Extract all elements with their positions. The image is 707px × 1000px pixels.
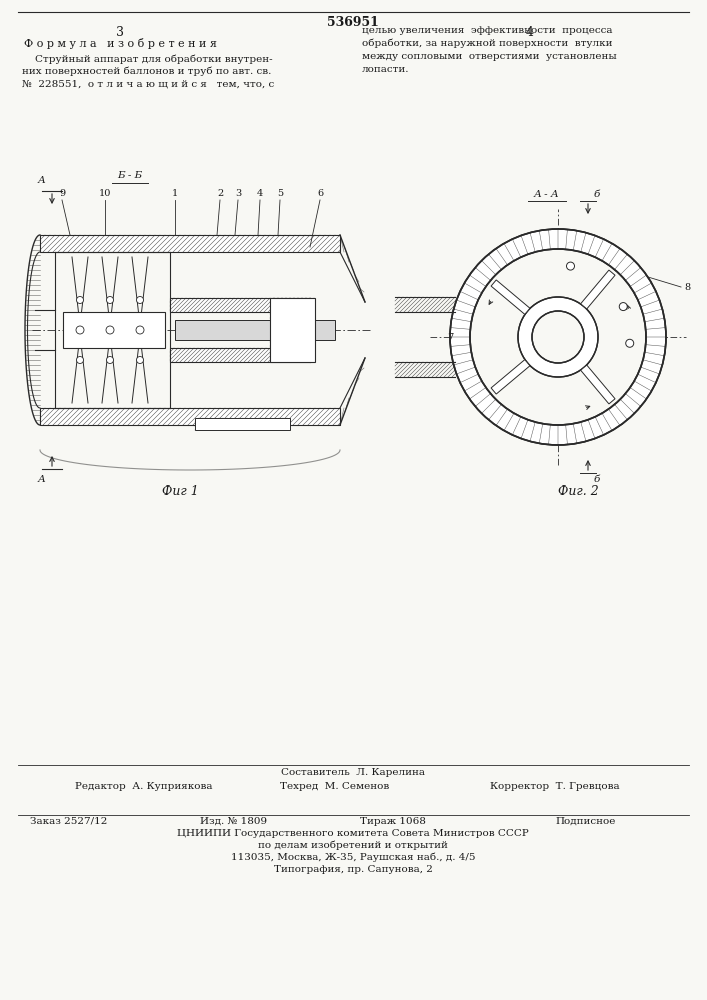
Text: 2: 2 (217, 189, 223, 198)
Circle shape (566, 262, 575, 270)
Text: Составитель  Л. Карелина: Составитель Л. Карелина (281, 768, 425, 777)
Bar (170, 298, 310, 312)
Circle shape (76, 296, 83, 304)
Circle shape (106, 326, 114, 334)
Text: по делам изобретений и открытий: по делам изобретений и открытий (258, 841, 448, 850)
Text: 113035, Москва, Ж-35, Раушская наб., д. 4/5: 113035, Москва, Ж-35, Раушская наб., д. … (230, 853, 475, 862)
Text: Фиг. 2: Фиг. 2 (558, 485, 598, 498)
Text: б: б (594, 475, 600, 484)
Text: них поверхностей баллонов и труб по авт. св.: них поверхностей баллонов и труб по авт.… (22, 67, 271, 77)
Circle shape (136, 326, 144, 334)
Polygon shape (63, 312, 165, 348)
Text: 8: 8 (684, 282, 690, 292)
Bar (170, 348, 310, 362)
Bar (40, 235, 340, 252)
Text: 6: 6 (317, 189, 323, 198)
Text: 536951: 536951 (327, 16, 379, 29)
Circle shape (532, 311, 584, 363)
Circle shape (518, 297, 598, 377)
Polygon shape (491, 280, 530, 314)
Text: Подписное: Подписное (555, 817, 615, 826)
Text: Техред  М. Семенов: Техред М. Семенов (280, 782, 390, 791)
Text: ЦНИИПИ Государственного комитета Совета Министров СССР: ЦНИИПИ Государственного комитета Совета … (177, 829, 529, 838)
Circle shape (136, 357, 144, 363)
Circle shape (626, 339, 633, 347)
Text: 4: 4 (257, 189, 263, 198)
Text: Струйный аппарат для обработки внутрен-: Струйный аппарат для обработки внутрен- (22, 54, 273, 64)
Polygon shape (580, 365, 615, 404)
Text: Фиг 1: Фиг 1 (162, 485, 199, 498)
Text: 10: 10 (99, 189, 111, 198)
Text: 5: 5 (277, 189, 283, 198)
Text: лопасти.: лопасти. (362, 65, 409, 74)
Circle shape (470, 249, 646, 425)
Text: 4: 4 (526, 26, 534, 39)
Text: Ф о р м у л а   и з о б р е т е н и я: Ф о р м у л а и з о б р е т е н и я (23, 38, 216, 49)
Polygon shape (580, 270, 615, 309)
Polygon shape (491, 360, 530, 394)
Text: б: б (594, 190, 600, 199)
Text: Изд. № 1809: Изд. № 1809 (200, 817, 267, 826)
Text: Корректор  Т. Гревцова: Корректор Т. Гревцова (490, 782, 619, 791)
Circle shape (76, 326, 84, 334)
Text: Редактор  А. Куприякова: Редактор А. Куприякова (75, 782, 213, 791)
Text: Тираж 1068: Тираж 1068 (360, 817, 426, 826)
Circle shape (450, 229, 666, 445)
Bar (40, 408, 340, 425)
Text: Б - Б: Б - Б (117, 171, 143, 180)
Circle shape (136, 296, 144, 304)
Bar (175, 320, 335, 340)
Text: 3: 3 (235, 189, 241, 198)
Text: целью увеличения  эффективности  процесса: целью увеличения эффективности процесса (362, 26, 612, 35)
Circle shape (107, 296, 114, 304)
Text: А: А (38, 176, 46, 185)
Text: А: А (38, 475, 46, 484)
Circle shape (619, 303, 627, 311)
Text: Типография, пр. Сапунова, 2: Типография, пр. Сапунова, 2 (274, 865, 433, 874)
Text: между сопловыми  отверстиями  установлены: между сопловыми отверстиями установлены (362, 52, 617, 61)
Text: обработки, за наружной поверхности  втулки: обработки, за наружной поверхности втулк… (362, 39, 612, 48)
Circle shape (76, 357, 83, 363)
Text: 9: 9 (59, 189, 65, 198)
Text: №  228551,  о т л и ч а ю щ и й с я   тем, что, с: № 228551, о т л и ч а ю щ и й с я тем, ч… (22, 80, 274, 89)
Bar (270, 298, 315, 362)
Text: А - А: А - А (533, 190, 559, 199)
Text: Заказ 2527/12: Заказ 2527/12 (30, 817, 107, 826)
Text: 1: 1 (172, 189, 178, 198)
Circle shape (107, 357, 114, 363)
Text: 3: 3 (116, 26, 124, 39)
Bar (195, 418, 290, 430)
Text: 7: 7 (447, 332, 453, 342)
